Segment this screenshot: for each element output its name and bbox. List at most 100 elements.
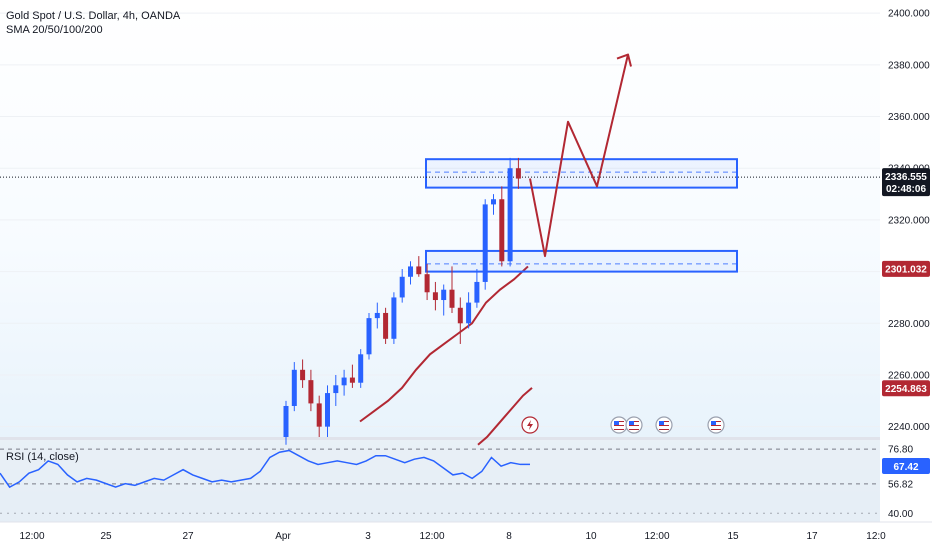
candle-down (499, 199, 505, 262)
candle-down (424, 274, 430, 293)
us-flag-icon[interactable] (625, 416, 643, 434)
projection-path (529, 54, 629, 258)
flag-stripe (614, 425, 624, 426)
time-tick-label: 12:00 (644, 531, 669, 542)
symbol-title[interactable]: Gold Spot / U.S. Dollar, 4h, OANDA (6, 10, 181, 22)
price-tick-label: 2320.000 (888, 215, 930, 226)
candle-down (449, 289, 455, 308)
candle-up (291, 369, 297, 406)
candle-down (300, 369, 306, 381)
rsi-line (0, 449, 530, 489)
flag-stripe (711, 429, 721, 430)
flag-stripe (614, 429, 624, 430)
candle-up (408, 266, 413, 277)
flag-stripe (659, 429, 669, 430)
flag-canton (711, 421, 716, 425)
flag-stripe (629, 429, 639, 430)
flag-stripe (629, 427, 639, 428)
sma-price-tag (882, 380, 930, 397)
time-tick-label: 10 (585, 531, 597, 542)
candle-up (474, 281, 480, 303)
sma-fast-line (359, 265, 529, 423)
candle-up (374, 312, 380, 319)
price-tick-label: 2380.000 (888, 60, 930, 71)
time-tick-label: 27 (182, 531, 194, 542)
candle-down (432, 292, 438, 301)
rsi-pane (0, 448, 880, 514)
candle-up (507, 168, 513, 262)
candle-up (341, 377, 347, 386)
candle-up (491, 199, 496, 205)
time-tick-label: 25 (100, 531, 112, 542)
chart-legend: Gold Spot / U.S. Dollar, 4h, OANDA SMA 2… (6, 9, 180, 37)
time-tick-label: Apr (275, 531, 291, 542)
flag-stripe (659, 425, 669, 426)
zone-box-1[interactable] (425, 158, 738, 189)
time-tick-label: 12:00 (419, 531, 444, 542)
price-tick-label: 2400.000 (888, 9, 930, 20)
time-tick-label: 15 (727, 531, 739, 542)
flag-stripe (711, 427, 721, 428)
flag-canton (659, 421, 664, 425)
rsi-current-tag (882, 458, 930, 474)
rsi-tick-label: 40.00 (888, 509, 913, 520)
flag-stripe (659, 427, 669, 428)
time-tick-label: 17 (806, 531, 818, 542)
projection-arrow[interactable] (529, 53, 632, 258)
candle-up (391, 297, 397, 339)
lightning-glyph (527, 420, 533, 430)
candle-down (515, 168, 521, 179)
rsi-background (0, 440, 880, 522)
rsi-tick-label: 56.82 (888, 479, 913, 490)
candle-up (333, 385, 339, 394)
zone-box-2[interactable] (425, 249, 738, 273)
time-tick-label: 12:0 (866, 531, 886, 542)
candle-up (399, 276, 405, 298)
rsi-tick-label: 76.80 (888, 445, 913, 456)
flag-stripe (711, 425, 721, 426)
candle-down (316, 403, 322, 427)
arrow-head (616, 53, 632, 67)
time-tick-label: 3 (365, 531, 371, 542)
us-flag-icon[interactable] (707, 416, 725, 434)
candle-down (457, 307, 463, 324)
price-tick-label: 2260.000 (888, 370, 930, 381)
candle-down (416, 266, 422, 275)
us-flag-icon[interactable] (655, 416, 673, 434)
time-axis[interactable]: 12:00 25 27 Apr 3 12:00 8 10 12:00 15 17 12:0 (0, 521, 932, 550)
candle-up (325, 393, 330, 427)
current-price-value: 2336.555 (885, 172, 927, 183)
candle-down (383, 312, 389, 339)
event-icons[interactable] (521, 416, 725, 434)
candle-down (349, 377, 355, 383)
pane-separator (0, 437, 880, 440)
bar-countdown: 02:48:06 (886, 184, 926, 195)
time-tick-label: 8 (506, 531, 512, 542)
flag-canton (629, 421, 634, 425)
lightning-icon[interactable] (521, 416, 539, 434)
price-tick-label: 2240.000 (888, 422, 930, 433)
candle-up (482, 204, 488, 282)
candle-up (358, 354, 364, 383)
flag-stripe (614, 427, 624, 428)
flag-canton (614, 421, 619, 425)
indicator-label[interactable]: SMA 20/50/100/200 (6, 24, 103, 36)
sma-price-value: 2301.032 (885, 264, 927, 275)
candle-up (441, 289, 447, 301)
time-axis-bg (0, 522, 932, 550)
candle-up (466, 302, 472, 324)
candle-up (283, 405, 289, 437)
price-axis[interactable]: 2400.0002380.0002360.0002340.0002320.000… (880, 0, 932, 522)
candles (283, 157, 521, 445)
current-price-tag (882, 168, 930, 197)
zones[interactable] (0, 158, 880, 273)
candle-up (366, 318, 372, 355)
price-tick-label: 2280.000 (888, 319, 930, 330)
time-tick-label: 12:00 (19, 531, 44, 542)
price-tick-label: 2360.000 (888, 112, 930, 123)
us-flag-icon[interactable] (610, 416, 628, 434)
sma-lines (359, 265, 533, 446)
rsi-title[interactable]: RSI (14, close) (6, 451, 79, 463)
